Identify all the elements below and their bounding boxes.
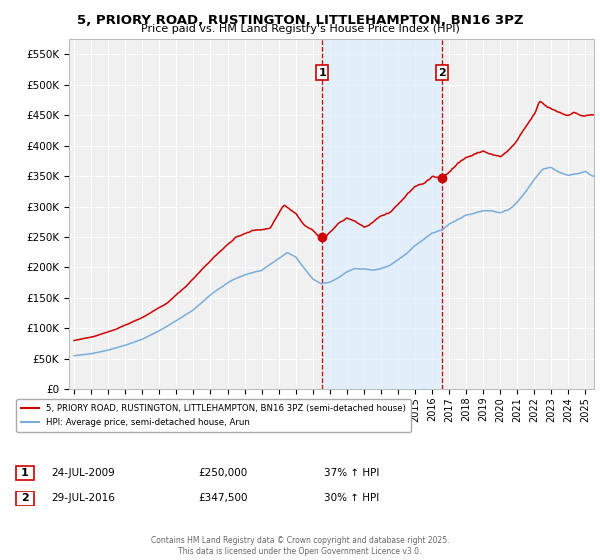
Text: 1: 1 (21, 468, 29, 478)
Text: £250,000: £250,000 (198, 468, 247, 478)
Text: 2: 2 (438, 68, 446, 78)
Bar (322, 39, 442, 389)
FancyBboxPatch shape (16, 466, 34, 480)
Text: 5, PRIORY ROAD, RUSTINGTON, LITTLEHAMPTON, BN16 3PZ: 5, PRIORY ROAD, RUSTINGTON, LITTLEHAMPTO… (77, 14, 523, 27)
FancyBboxPatch shape (16, 491, 34, 506)
Text: Contains HM Land Registry data © Crown copyright and database right 2025.
This d: Contains HM Land Registry data © Crown c… (151, 536, 449, 556)
Text: 2: 2 (21, 493, 29, 503)
Text: 29-JUL-2016: 29-JUL-2016 (51, 493, 115, 503)
Text: £347,500: £347,500 (198, 493, 248, 503)
Text: 1: 1 (319, 68, 326, 78)
Text: 24-JUL-2009: 24-JUL-2009 (51, 468, 115, 478)
Text: Price paid vs. HM Land Registry's House Price Index (HPI): Price paid vs. HM Land Registry's House … (140, 24, 460, 34)
Text: 37% ↑ HPI: 37% ↑ HPI (324, 468, 379, 478)
Legend: 5, PRIORY ROAD, RUSTINGTON, LITTLEHAMPTON, BN16 3PZ (semi-detached house), HPI: : 5, PRIORY ROAD, RUSTINGTON, LITTLEHAMPTO… (16, 399, 410, 432)
Text: 30% ↑ HPI: 30% ↑ HPI (324, 493, 379, 503)
